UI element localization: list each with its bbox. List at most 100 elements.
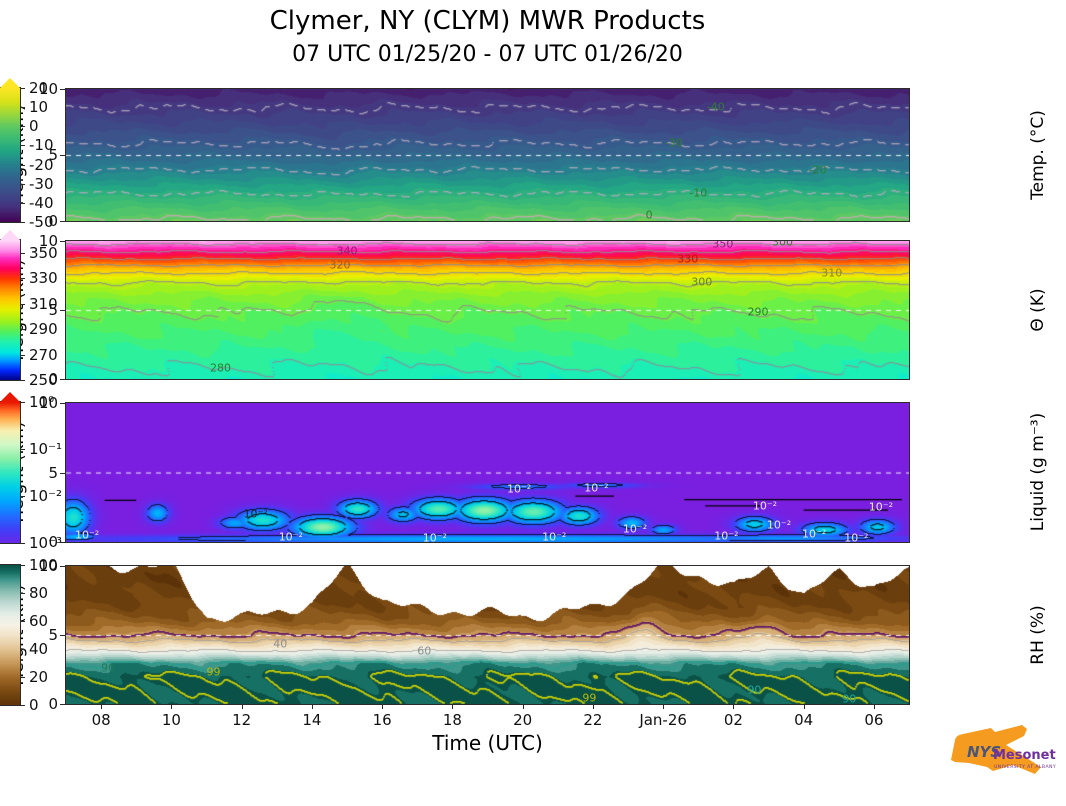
colorbar-tick-label: -20 bbox=[29, 155, 54, 174]
colorbar-tick-label: 0 bbox=[29, 696, 39, 714]
colorbar-tick-label: 40 bbox=[29, 640, 49, 658]
x-tick-label: 22 bbox=[583, 711, 603, 729]
colorbar-tick-mark bbox=[21, 677, 25, 678]
x-tick-label: 12 bbox=[232, 711, 252, 729]
time-axis-label: Time (UTC) bbox=[432, 731, 543, 755]
temperature-heatmap bbox=[66, 89, 909, 221]
colorbar-tick-label: 80 bbox=[29, 584, 49, 602]
colorbar-tick-label: 20 bbox=[29, 79, 49, 97]
colorbar-tick-label: 10⁰ bbox=[29, 393, 55, 411]
x-tick-mark bbox=[873, 705, 875, 709]
x-tick-mark bbox=[663, 705, 665, 709]
mesonet-logo: NYS Mesonet UNIVERSITY AT ALBANY bbox=[951, 725, 1056, 774]
colorbar-tick-mark bbox=[21, 107, 25, 109]
colorbar-tick-mark bbox=[21, 565, 25, 566]
temperature-colorbar-gradient bbox=[0, 87, 21, 223]
colorbar-tick-label: 10⁻² bbox=[29, 487, 63, 505]
y-tick-mark bbox=[60, 241, 65, 242]
colorbar-tick-mark bbox=[21, 402, 25, 403]
theta-colorbar-label: Θ (K) bbox=[1028, 288, 1048, 332]
colorbar-tick-mark bbox=[21, 543, 25, 544]
colorbar-tick-mark bbox=[21, 145, 25, 147]
rh-panel: 90 99 40 60 99 90 90 bbox=[65, 565, 910, 705]
y-tick-mark bbox=[60, 379, 65, 380]
colorbar-tick-mark bbox=[21, 126, 25, 128]
x-tick-mark bbox=[733, 705, 735, 709]
y-tick-label: 5 bbox=[48, 463, 58, 482]
y-tick-label: 0 bbox=[48, 695, 58, 713]
figure-title: Clymer, NY (CLYM) MWR Products bbox=[269, 6, 706, 36]
colorbar-tick-mark bbox=[21, 222, 25, 223]
colorbar-tick-mark bbox=[21, 621, 25, 622]
rh-heatmap bbox=[66, 566, 909, 704]
y-tick-label: 0 bbox=[48, 533, 58, 551]
colorbar-tick-label: 20 bbox=[29, 668, 49, 686]
colorbar-tick-mark bbox=[21, 449, 25, 450]
x-tick-mark bbox=[171, 705, 173, 709]
logo-nys-text: NYS bbox=[967, 743, 1001, 761]
y-tick-mark bbox=[60, 542, 65, 543]
colorbar-tick-label: 100 bbox=[29, 556, 58, 574]
y-tick-label: 5 bbox=[48, 301, 58, 319]
x-tick-mark bbox=[241, 705, 243, 709]
liquid-colorbar-label: Liquid (g m⁻³) bbox=[1028, 412, 1048, 532]
y-tick-mark bbox=[60, 472, 65, 474]
logo-tagline-text: UNIVERSITY AT ALBANY bbox=[994, 764, 1056, 770]
colorbar-tick-label: 10⁻³ bbox=[29, 534, 63, 552]
temperature-panel: 0 -10 -20 -30 -40 bbox=[65, 88, 910, 222]
y-tick-mark bbox=[60, 221, 65, 222]
colorbar-tick-mark bbox=[21, 303, 25, 305]
colorbar-tick-label: 270 bbox=[29, 345, 58, 364]
rh-colorbar-label: RH (%) bbox=[1028, 605, 1048, 665]
theta-colorbar-gradient bbox=[0, 239, 21, 381]
ny-state-shape bbox=[951, 725, 1041, 774]
colorbar-tick-mark bbox=[21, 649, 25, 650]
liquid-panel: 10⁻² 10⁻² 10⁻² 10⁻² 10⁻² 10⁻² 10⁻² 10⁻² 10⁻² 10⁻²… bbox=[65, 402, 910, 543]
x-tick-label: 04 bbox=[794, 711, 814, 729]
colorbar-tick-mark bbox=[21, 705, 25, 706]
colorbar-tick-mark bbox=[21, 164, 25, 166]
colorbar-tick-mark bbox=[21, 593, 25, 594]
liquid-heatmap bbox=[66, 403, 909, 542]
x-tick-mark bbox=[452, 705, 454, 709]
y-tick-mark bbox=[60, 635, 65, 636]
colorbar-tick-label: 250 bbox=[29, 371, 58, 389]
colorbar-extend-arrow bbox=[0, 230, 20, 240]
y-tick-label: 10 bbox=[38, 394, 58, 412]
colorbar-tick-label: -30 bbox=[29, 174, 54, 193]
colorbar-tick-label: 350 bbox=[29, 243, 58, 262]
x-tick-mark bbox=[311, 705, 313, 709]
x-tick-label: 14 bbox=[302, 711, 322, 729]
colorbar-tick-mark bbox=[21, 278, 25, 280]
colorbar-extend-arrow bbox=[0, 78, 20, 88]
temperature-colorbar: 20 10 0 -10 -20 -30 -40 -50 bbox=[0, 78, 54, 231]
colorbar-tick-label: 60 bbox=[29, 612, 49, 630]
y-tick-mark bbox=[60, 403, 65, 404]
liquid-colorbar: 10⁰ 10⁻¹ 10⁻² 10⁻³ bbox=[0, 392, 62, 552]
x-tick-label: 08 bbox=[91, 711, 111, 729]
colorbar-extend-arrow bbox=[0, 392, 20, 402]
colorbar-tick-label: 290 bbox=[29, 320, 58, 339]
logo-mesonet-text: Mesonet bbox=[993, 748, 1056, 763]
x-tick-mark bbox=[101, 705, 103, 709]
y-tick-mark bbox=[60, 310, 65, 311]
x-tick-mark bbox=[522, 705, 524, 709]
temperature-colorbar-label: Temp. (°C) bbox=[1028, 110, 1048, 200]
potential-temperature-panel: 280 290 300 310 320 330 340 350 300 bbox=[65, 240, 910, 380]
x-tick-label: Jan-26 bbox=[639, 711, 687, 729]
colorbar-tick-label: -10 bbox=[29, 136, 54, 155]
y-tick-mark bbox=[60, 566, 65, 567]
colorbar-tick-label: 10⁻¹ bbox=[29, 440, 63, 458]
x-tick-mark bbox=[382, 705, 384, 709]
y-tick-label: 5 bbox=[48, 146, 58, 164]
y-tick-mark bbox=[60, 704, 65, 705]
x-tick-label: 18 bbox=[442, 711, 462, 729]
figure-subtitle: 07 UTC 01/25/20 - 07 UTC 01/26/20 bbox=[292, 42, 683, 67]
colorbar-tick-mark bbox=[21, 329, 25, 331]
x-tick-label: 10 bbox=[161, 711, 181, 729]
y-tick-mark bbox=[60, 155, 65, 156]
colorbar-tick-mark bbox=[21, 202, 25, 204]
y-tick-label: 10 bbox=[38, 80, 58, 98]
potential-temperature-heatmap bbox=[66, 241, 909, 379]
